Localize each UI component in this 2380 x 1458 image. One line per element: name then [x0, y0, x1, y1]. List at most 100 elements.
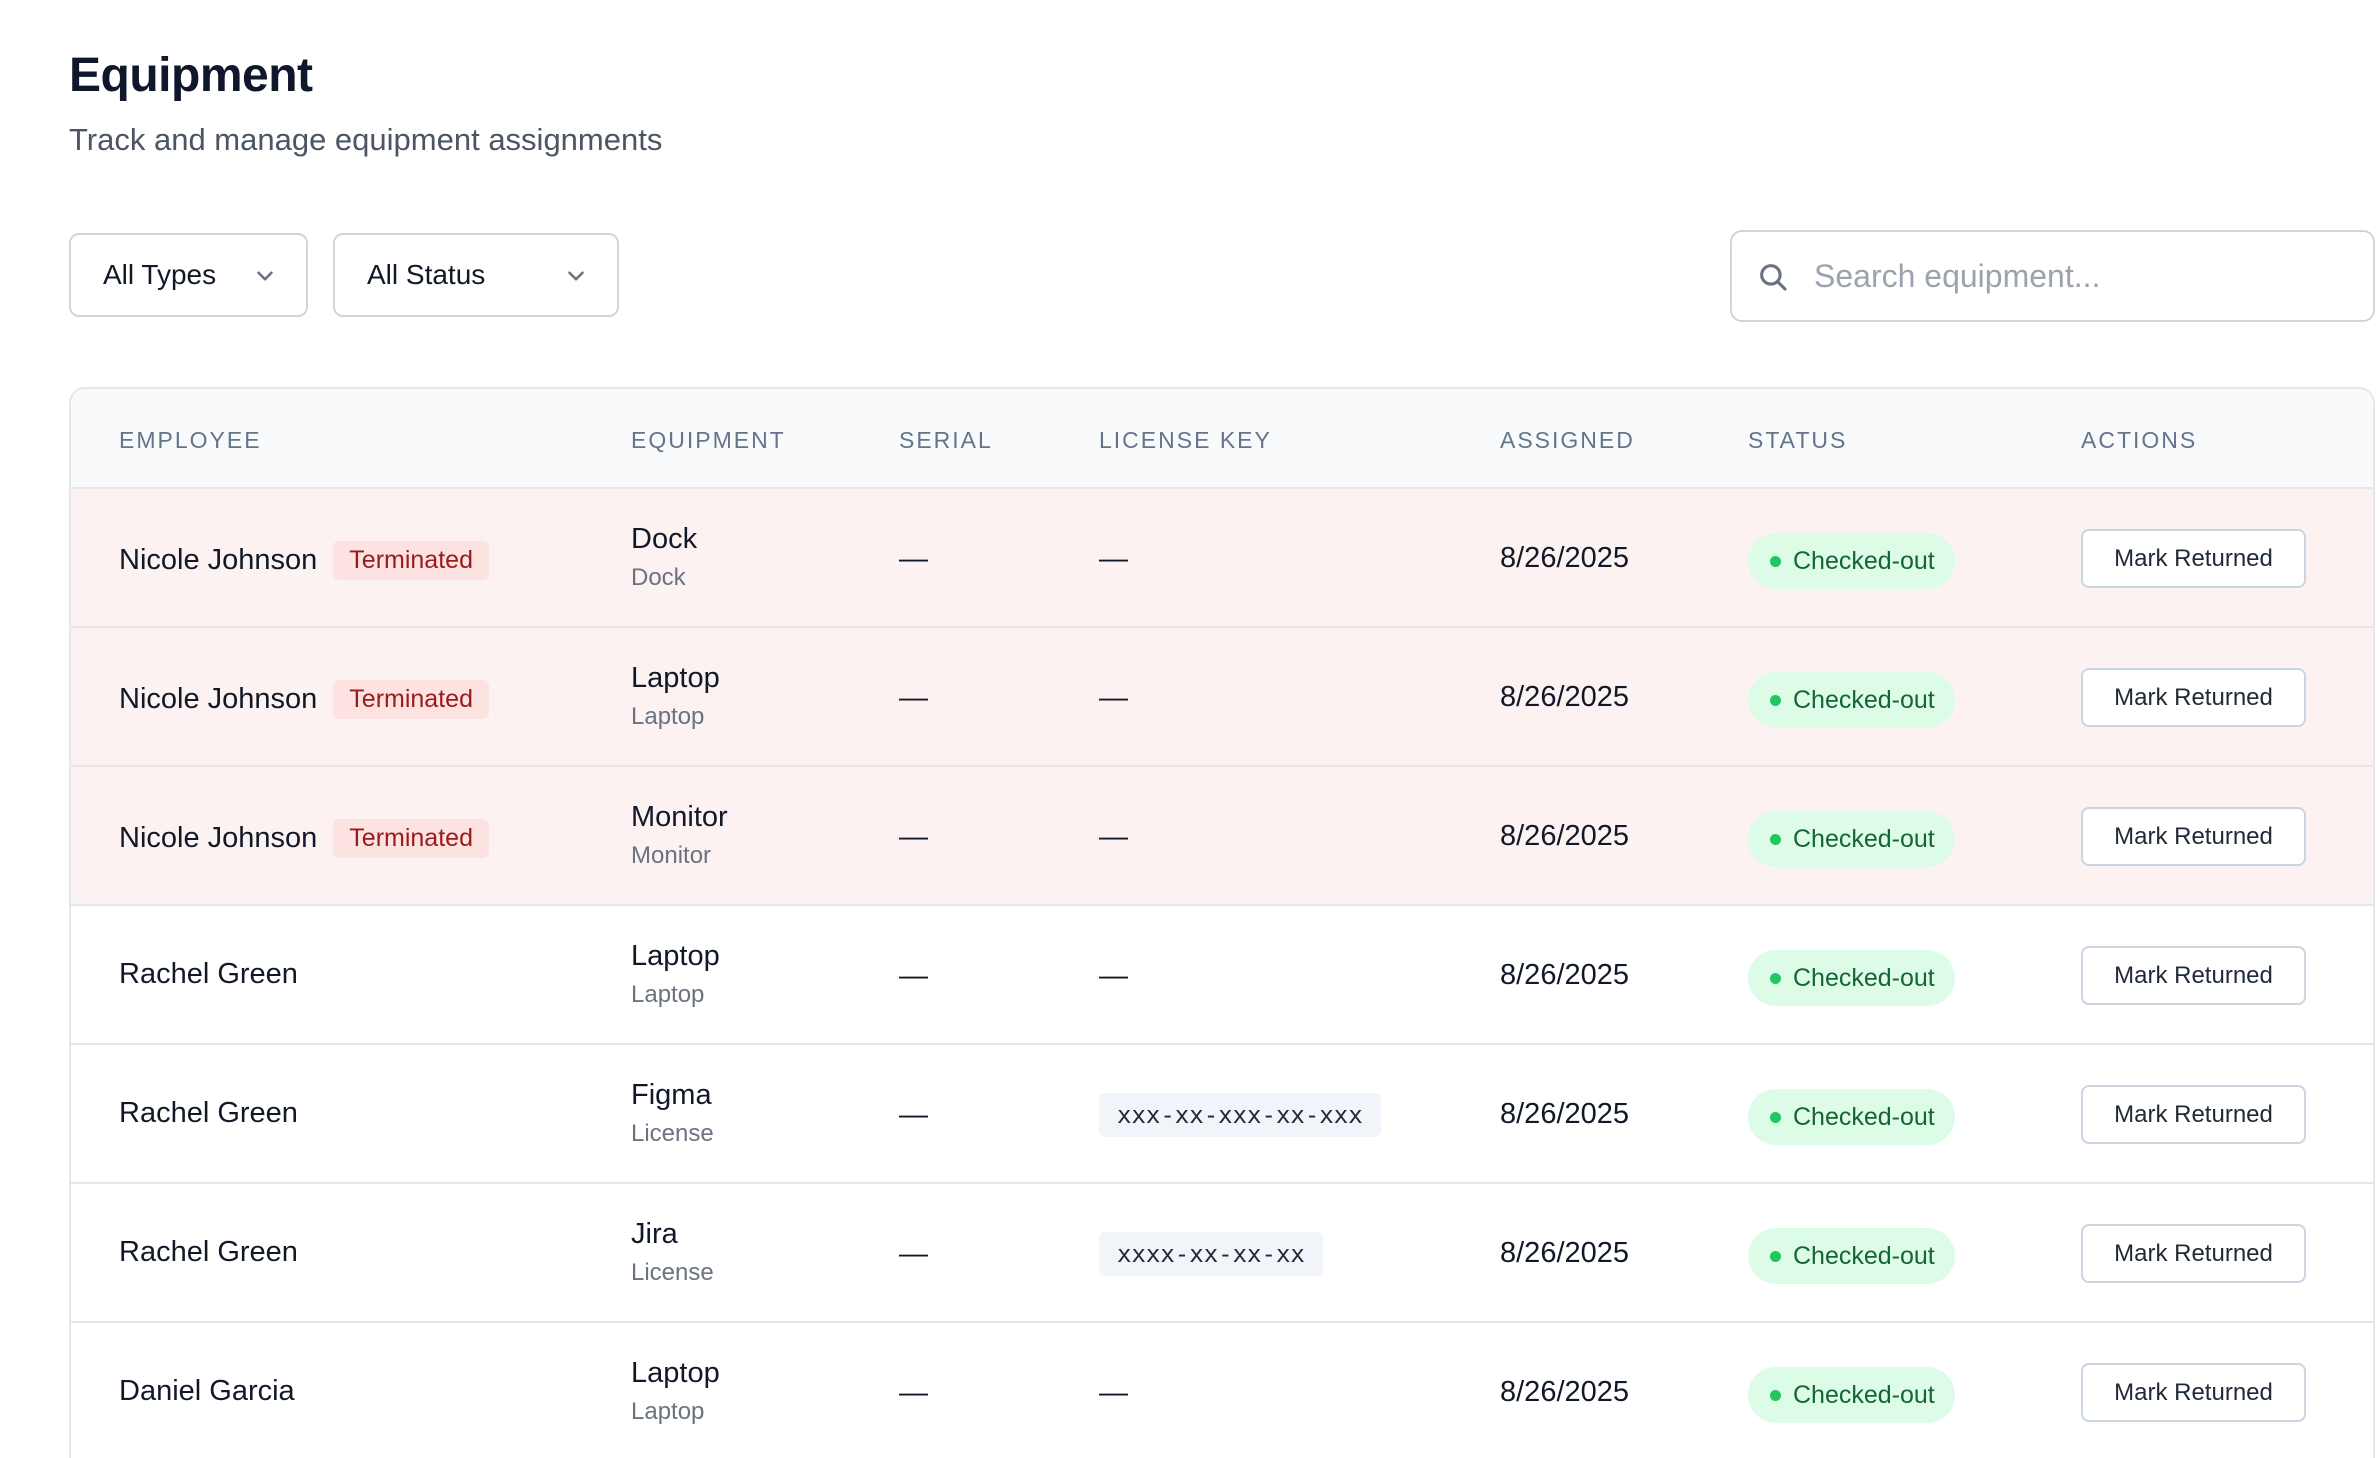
- equipment-cell: Laptop Laptop: [631, 1357, 720, 1426]
- equipment-type: License: [631, 1120, 714, 1147]
- license-key-value: —: [1099, 821, 1128, 853]
- status-dot-icon: [1770, 555, 1781, 567]
- equipment-name: Jira: [631, 1218, 678, 1250]
- equipment-cell: Figma License: [631, 1079, 714, 1148]
- employee-cell: Rachel Green: [119, 1236, 298, 1269]
- status-badge: Checked-out: [1748, 533, 1955, 589]
- status-label: Checked-out: [1793, 1241, 1935, 1270]
- mark-returned-button[interactable]: Mark Returned: [2081, 946, 2306, 1005]
- assigned-date: 8/26/2025: [1500, 542, 1630, 574]
- page-title: Equipment: [69, 49, 313, 102]
- employee-cell: Daniel Garcia: [119, 1375, 295, 1408]
- equipment-cell: Laptop Laptop: [631, 662, 720, 731]
- mark-returned-button[interactable]: Mark Returned: [2081, 1224, 2306, 1283]
- terminated-badge: Terminated: [333, 680, 489, 719]
- column-header-serial: SERIAL: [899, 427, 993, 453]
- status-dot-icon: [1770, 1250, 1781, 1262]
- mark-returned-button[interactable]: Mark Returned: [2081, 668, 2306, 727]
- license-key-value: —: [1099, 1377, 1128, 1409]
- status-label: Checked-out: [1793, 1380, 1935, 1409]
- column-header-status: STATUS: [1748, 427, 1848, 453]
- employee-name: Daniel Garcia: [119, 1375, 295, 1407]
- employee-name: Rachel Green: [119, 958, 298, 990]
- page-subtitle: Track and manage equipment assignments: [69, 122, 663, 157]
- serial-value: —: [899, 1377, 928, 1409]
- serial-value: —: [899, 543, 928, 575]
- mark-returned-button[interactable]: Mark Returned: [2081, 1363, 2306, 1422]
- employee-name: Rachel Green: [119, 1236, 298, 1268]
- employee-cell: Nicole Johnson Terminated: [119, 680, 489, 719]
- table-row: Rachel Green Figma License — xxx-xx-xxx-xx-x…: [71, 1045, 2373, 1184]
- assigned-date: 8/26/2025: [1500, 959, 1630, 991]
- table-row: Rachel Green Jira License — xxxx-xx-xx-xx 8/2…: [71, 1184, 2373, 1323]
- employee-cell: Rachel Green: [119, 1097, 298, 1130]
- table-row: Nicole Johnson Terminated Dock Dock — — 8/26/2…: [71, 489, 2373, 628]
- terminated-badge: Terminated: [333, 541, 489, 580]
- serial-value: —: [899, 682, 928, 714]
- assigned-date: 8/26/2025: [1500, 1098, 1630, 1130]
- equipment-type: Monitor: [631, 842, 712, 869]
- equipment-type: Laptop: [631, 981, 705, 1008]
- chevron-down-icon: [257, 271, 273, 281]
- mark-returned-button[interactable]: Mark Returned: [2081, 529, 2306, 588]
- equipment-name: Monitor: [631, 801, 728, 833]
- equipment-type: Laptop: [631, 1398, 705, 1425]
- license-key-value: —: [1099, 543, 1128, 575]
- serial-value: —: [899, 1238, 928, 1270]
- equipment-type: Laptop: [631, 703, 705, 730]
- status-badge: Checked-out: [1748, 1367, 1955, 1423]
- status-filter-value: All Status: [367, 259, 486, 290]
- status-dot-icon: [1770, 1111, 1781, 1123]
- serial-value: —: [899, 821, 928, 853]
- employee-name: Nicole Johnson: [119, 683, 318, 715]
- equipment-name: Laptop: [631, 940, 720, 972]
- status-badge: Checked-out: [1748, 1228, 1955, 1284]
- type-filter-select[interactable]: All Types: [69, 233, 308, 317]
- equipment-name: Laptop: [631, 662, 720, 694]
- status-badge: Checked-out: [1748, 950, 1955, 1006]
- status-dot-icon: [1770, 694, 1781, 706]
- status-label: Checked-out: [1793, 685, 1935, 714]
- equipment-cell: Dock Dock: [631, 523, 697, 592]
- mark-returned-button[interactable]: Mark Returned: [2081, 1085, 2306, 1144]
- equipment-cell: Laptop Laptop: [631, 940, 720, 1009]
- assigned-date: 8/26/2025: [1500, 1376, 1630, 1408]
- mark-returned-button[interactable]: Mark Returned: [2081, 807, 2306, 866]
- search-box[interactable]: [1730, 230, 2375, 322]
- assigned-date: 8/26/2025: [1500, 820, 1630, 852]
- employee-cell: Nicole Johnson Terminated: [119, 541, 489, 580]
- equipment-name: Dock: [631, 523, 698, 555]
- status-filter-select[interactable]: All Status: [333, 233, 619, 317]
- serial-value: —: [899, 960, 928, 992]
- equipment-name: Figma: [631, 1079, 712, 1111]
- column-header-license-key: LICENSE KEY: [1099, 427, 1272, 453]
- status-dot-icon: [1770, 833, 1781, 845]
- table-row: Nicole Johnson Terminated Monitor Monitor — —…: [71, 767, 2373, 906]
- serial-value: —: [899, 1099, 928, 1131]
- type-filter-value: All Types: [103, 259, 217, 290]
- status-label: Checked-out: [1793, 963, 1935, 992]
- table-row: Daniel Garcia Laptop Laptop — — 8/26/2025 Chec…: [71, 1323, 2373, 1458]
- status-label: Checked-out: [1793, 1102, 1935, 1131]
- employee-name: Nicole Johnson: [119, 544, 318, 576]
- employee-cell: Rachel Green: [119, 958, 298, 991]
- column-header-actions: ACTIONS: [2081, 427, 2198, 453]
- table-header: EMPLOYEE EQUIPMENT SERIAL LICENSE KEY AS…: [71, 389, 2373, 489]
- equipment-cell: Jira License: [631, 1218, 714, 1287]
- equipment-cell: Monitor Monitor: [631, 801, 728, 870]
- assigned-date: 8/26/2025: [1500, 1237, 1630, 1269]
- column-header-employee: EMPLOYEE: [119, 427, 262, 453]
- column-header-assigned: ASSIGNED: [1500, 427, 1635, 453]
- status-dot-icon: [1770, 972, 1781, 984]
- license-key-value: —: [1099, 682, 1128, 714]
- table-row: Nicole Johnson Terminated Laptop Laptop — — 8/…: [71, 628, 2373, 767]
- search-icon: [1760, 264, 1787, 291]
- search-input[interactable]: [1814, 232, 2373, 320]
- chevron-down-icon: [568, 271, 584, 281]
- license-key-value: xxx-xx-xxx-xx-xxx: [1099, 1093, 1381, 1137]
- license-key-value: —: [1099, 960, 1128, 992]
- table-row: Rachel Green Laptop Laptop — — 8/26/2025 Check…: [71, 906, 2373, 1045]
- equipment-name: Laptop: [631, 1357, 720, 1389]
- column-header-equipment: EQUIPMENT: [631, 427, 786, 453]
